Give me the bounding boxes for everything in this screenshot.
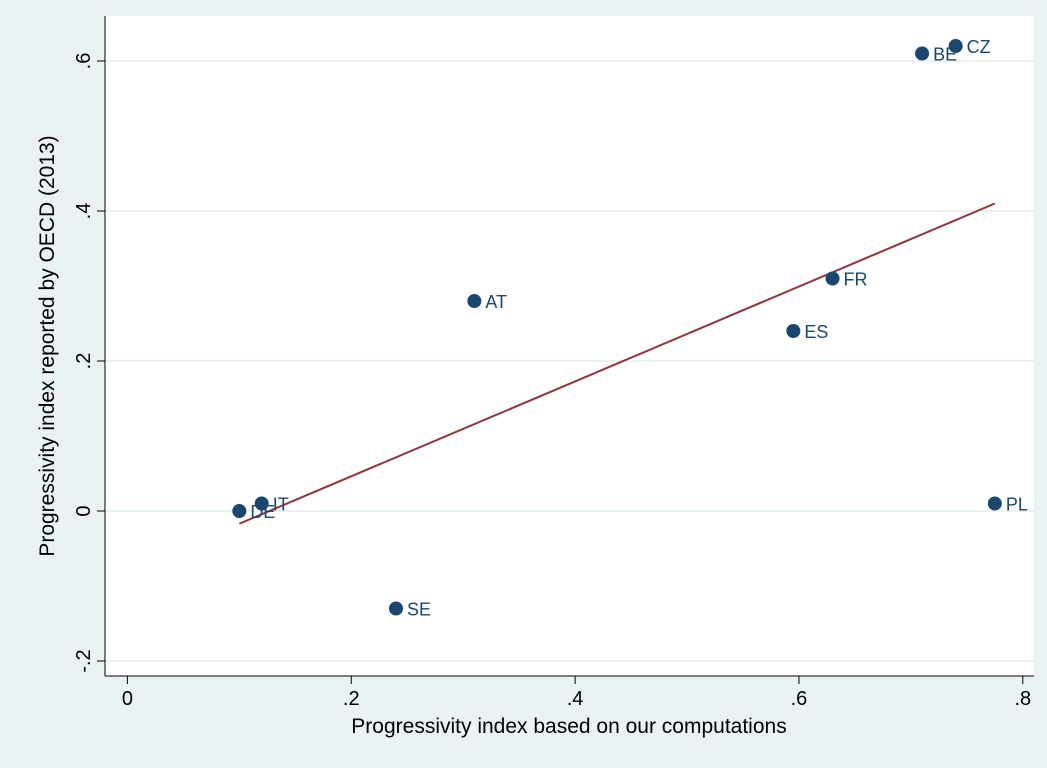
y-tick-label: .4 [73, 203, 95, 220]
x-tick-label: .8 [1014, 688, 1031, 710]
y-tick-label: .6 [73, 53, 95, 70]
plot-area [105, 16, 1034, 676]
x-tick-label: .6 [791, 688, 808, 710]
fit-line-group [238, 202, 996, 525]
data-point [987, 496, 1002, 511]
data-point [254, 496, 269, 511]
point-label: ES [804, 322, 828, 342]
x-tick-label: .4 [567, 688, 584, 710]
data-point [467, 294, 482, 308]
point-label: AT [485, 292, 507, 312]
y-ticks: -.2 0 .2 .4 .6 [73, 53, 105, 673]
x-ticks: 0 .2 .4 .6 .8 [122, 676, 1031, 710]
point-label: IT [273, 495, 289, 515]
x-tick-label: .2 [343, 688, 360, 710]
point-label: PL [1006, 495, 1028, 515]
y-tick-label: .2 [73, 353, 95, 370]
x-axis-title: Progressivity index based on our computa… [351, 715, 786, 738]
data-point [825, 271, 840, 286]
x-tick-label: 0 [122, 688, 133, 710]
data-point [915, 46, 930, 61]
y-axis-title: Progressivity index reported by OECD (20… [36, 135, 59, 556]
grid-lines [105, 60, 1034, 662]
y-tick-label: 0 [73, 505, 95, 516]
data-point [232, 504, 247, 518]
fit-line [238, 202, 996, 525]
point-label: CZ [967, 37, 991, 57]
data-point [786, 324, 801, 338]
point-label: SE [407, 600, 431, 620]
data-point [389, 601, 404, 616]
y-tick-label: -.2 [73, 649, 95, 672]
data-point [948, 39, 963, 53]
point-label: FR [844, 270, 868, 290]
